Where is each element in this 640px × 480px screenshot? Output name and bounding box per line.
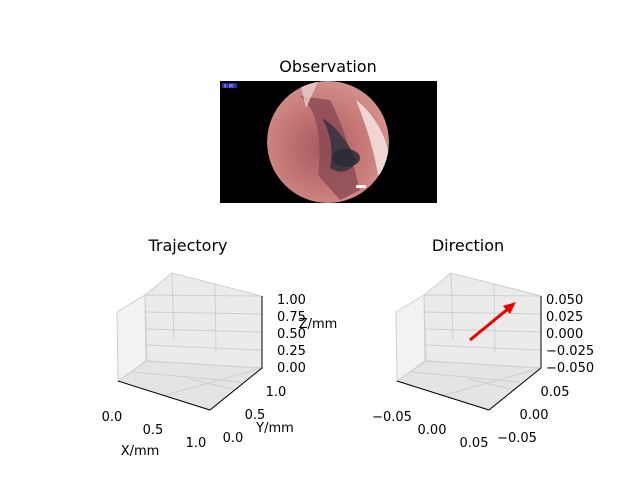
trajectory-gridlines xyxy=(131,272,263,397)
direction-z-tick-2: 0.000 xyxy=(546,327,583,342)
observation-badge xyxy=(222,83,237,88)
trajectory-z-tick-4: 1.00 xyxy=(277,293,306,308)
direction-x-tick-0: −0.05 xyxy=(372,410,412,425)
trajectory-y-tick-0: 0.0 xyxy=(223,431,244,446)
trajectory-z-tick-1: 0.25 xyxy=(277,344,306,359)
observation-badge-text: 0:00 xyxy=(224,84,234,89)
trajectory-y-tick-1: 0.5 xyxy=(245,408,266,423)
trajectory-x-tick-2: 1.0 xyxy=(186,436,207,451)
direction-z-tick-4: −0.050 xyxy=(546,361,594,376)
direction-arrow-shaft xyxy=(469,306,510,342)
direction-pane-back xyxy=(423,272,542,369)
direction-y-axis-line xyxy=(488,367,542,411)
trajectory-axes: Trajectory 0.0 0.5 1.0 X/mm 0.0 0. xyxy=(102,236,338,459)
trajectory-y-axis-line xyxy=(209,367,263,411)
direction-title: Direction xyxy=(432,236,504,255)
trajectory-x-tick-1: 0.5 xyxy=(143,423,164,438)
trajectory-y-tick-2: 1.0 xyxy=(266,385,287,400)
trajectory-x-label: X/mm xyxy=(121,444,160,459)
trajectory-x-axis-line xyxy=(117,380,211,411)
direction-axes: Direction −0.05 0.00 0.05 −0 xyxy=(372,236,594,451)
trajectory-y-label: Y/mm xyxy=(255,421,294,436)
trajectory-z-tick-0: 0.00 xyxy=(277,361,306,376)
direction-z-tick-0: 0.050 xyxy=(546,293,583,308)
direction-z-tick-1: 0.025 xyxy=(546,310,583,325)
direction-x-tick-1: 0.00 xyxy=(418,423,447,438)
direction-y-tick-0: −0.05 xyxy=(497,431,537,446)
trajectory-z-label: Z/mm xyxy=(299,317,338,332)
trajectory-x-tick-0: 0.0 xyxy=(102,410,123,425)
direction-x-axis-line xyxy=(396,380,490,411)
trajectory-pane-back xyxy=(144,272,263,369)
endoscope-view xyxy=(267,81,389,203)
observation-title: Observation xyxy=(279,57,376,76)
trajectory-pane-left xyxy=(116,294,147,382)
observation-panel: Observation 0:00 xyxy=(220,57,437,203)
direction-arrow-head xyxy=(503,302,516,314)
trajectory-z-tick-2: 0.50 xyxy=(277,327,306,342)
direction-x-tick-2: 0.05 xyxy=(460,436,489,451)
trajectory-z-tick-3: 0.75 xyxy=(277,310,306,325)
direction-arrow xyxy=(469,302,516,342)
direction-y-tick-1: 0.00 xyxy=(520,408,549,423)
direction-y-tick-2: 0.05 xyxy=(541,385,570,400)
direction-pane-left xyxy=(395,294,426,382)
trajectory-title: Trajectory xyxy=(148,236,228,255)
direction-z-tick-3: −0.025 xyxy=(546,344,594,359)
